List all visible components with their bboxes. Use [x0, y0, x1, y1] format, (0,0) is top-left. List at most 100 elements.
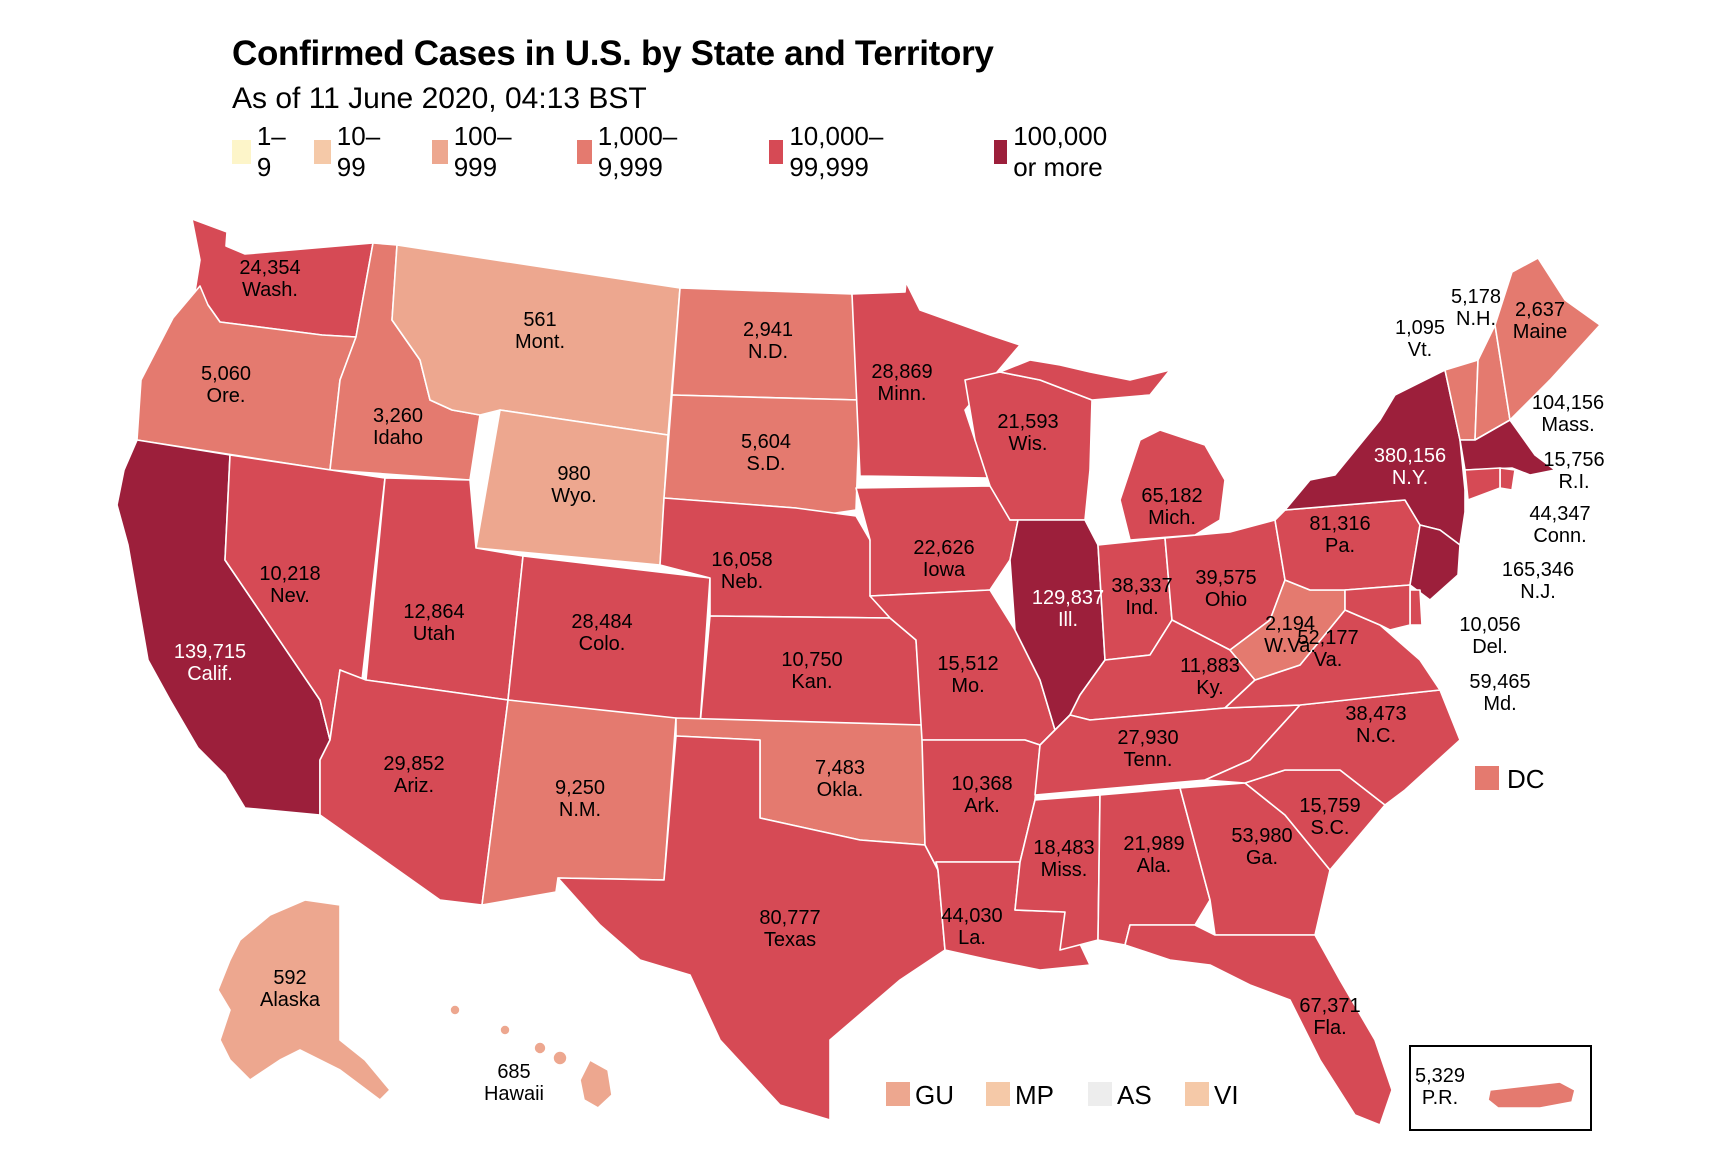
state-abbr-nd: N.D.: [748, 341, 788, 363]
legend-swatch: [577, 140, 592, 164]
state-abbr-pr: P.R.: [1422, 1087, 1458, 1109]
legend-label: 10,000–99,999: [789, 121, 884, 182]
state-abbr-hi: Hawaii: [484, 1083, 544, 1105]
state-ak[interactable]: [217, 899, 391, 1101]
state-tx[interactable]: [557, 735, 946, 1121]
state-mi[interactable]: [1119, 429, 1226, 541]
state-abbr-ri: R.I.: [1558, 471, 1589, 493]
state-md[interactable]: [1344, 584, 1411, 631]
state-value-ia: 22,626: [913, 537, 974, 559]
state-abbr-vt: Vt.: [1408, 339, 1432, 361]
state-value-nh: 5,178: [1451, 286, 1501, 308]
legend-label: 10–99: [336, 121, 381, 182]
state-abbr-ks: Kan.: [791, 671, 832, 693]
state-abbr-il: Ill.: [1058, 609, 1078, 631]
state-abbr-nv: Nev.: [270, 585, 310, 607]
legend-item-1-9: 1–9: [232, 121, 291, 182]
state-abbr-ky: Ky.: [1196, 677, 1223, 699]
state-abbr-ny: N.Y.: [1392, 467, 1428, 489]
state-value-mn: 28,869: [871, 361, 932, 383]
state-hi-island[interactable]: [499, 1024, 511, 1036]
state-abbr-ma: Mass.: [1541, 414, 1594, 436]
state-value-oh: 39,575: [1195, 567, 1256, 589]
state-value-il: 129,837: [1032, 587, 1104, 609]
state-abbr-mi: Mich.: [1148, 507, 1196, 529]
legend-item-100-999: 100–999: [432, 121, 520, 182]
state-mi-upper[interactable]: [999, 359, 1171, 401]
territory-swatch-vi: [1185, 1082, 1209, 1106]
state-abbr-la: La.: [958, 927, 986, 949]
legend-item-10-99: 10–99: [314, 121, 387, 182]
state-value-de: 10,056: [1459, 614, 1520, 636]
state-abbr-az: Ariz.: [394, 775, 434, 797]
state-value-vt: 1,095: [1395, 317, 1445, 339]
state-value-mt: 561: [523, 309, 556, 331]
map-title: Confirmed Cases in U.S. by State and Ter…: [232, 34, 994, 73]
state-abbr-nh: N.H.: [1456, 308, 1496, 330]
state-value-ky: 11,883: [1180, 655, 1240, 677]
state-abbr-de: Del.: [1472, 636, 1508, 658]
state-hi-island[interactable]: [449, 1004, 461, 1016]
state-abbr-nc: N.C.: [1356, 725, 1396, 747]
state-fl[interactable]: [1124, 924, 1393, 1126]
state-hi-island[interactable]: [533, 1041, 547, 1055]
legend-label: 1–9: [256, 121, 286, 182]
state-value-wa: 24,354: [239, 257, 300, 279]
state-value-az: 29,852: [383, 753, 444, 775]
state-abbr-wi: Wis.: [1009, 433, 1048, 455]
state-mn[interactable]: [851, 281, 1021, 479]
state-value-md: 59,465: [1469, 671, 1530, 693]
state-abbr-ct: Conn.: [1533, 525, 1586, 547]
dc-label: DC: [1507, 764, 1545, 794]
state-me[interactable]: [1494, 257, 1601, 421]
state-value-mi: 65,182: [1141, 485, 1202, 507]
state-value-tx: 80,777: [759, 907, 820, 929]
state-abbr-id: Idaho: [373, 427, 423, 449]
state-abbr-tn: Tenn.: [1124, 749, 1173, 771]
state-value-pr: 5,329: [1415, 1065, 1465, 1087]
territory-label-as: AS: [1117, 1080, 1152, 1110]
state-value-wi: 21,593: [997, 411, 1058, 433]
state-value-ar: 10,368: [951, 773, 1012, 795]
state-abbr-sc: S.C.: [1311, 817, 1350, 839]
state-abbr-ut: Utah: [413, 623, 455, 645]
legend-swatch: [314, 140, 331, 164]
state-abbr-ok: Okla.: [817, 779, 864, 801]
state-abbr-mo: Mo.: [951, 675, 984, 697]
state-abbr-al: Ala.: [1137, 855, 1171, 877]
state-value-ny: 380,156: [1374, 445, 1446, 467]
state-value-sc: 15,759: [1299, 795, 1360, 817]
legend-swatch: [994, 140, 1008, 164]
state-value-pa: 81,316: [1309, 513, 1370, 535]
state-de[interactable]: [1409, 589, 1423, 626]
state-abbr-mn: Minn.: [878, 383, 927, 405]
state-abbr-nm: N.M.: [559, 799, 601, 821]
state-value-ga: 53,980: [1231, 825, 1292, 847]
state-value-ms: 18,483: [1033, 837, 1094, 859]
state-hi[interactable]: [579, 1059, 613, 1109]
state-pr[interactable]: [1487, 1081, 1576, 1109]
state-value-sd: 5,604: [741, 431, 791, 453]
legend-swatch: [769, 140, 784, 164]
state-ct[interactable]: [1464, 467, 1501, 501]
state-value-ca: 139,715: [174, 641, 246, 663]
state-ri[interactable]: [1499, 467, 1516, 491]
state-abbr-va: Va.: [1314, 649, 1343, 671]
state-value-la: 44,030: [941, 905, 1002, 927]
state-abbr-ga: Ga.: [1246, 847, 1278, 869]
state-hi-island[interactable]: [552, 1050, 568, 1066]
state-abbr-oh: Ohio: [1205, 589, 1247, 611]
legend-label: 100–999: [453, 121, 512, 182]
state-value-nv: 10,218: [259, 563, 320, 585]
state-value-ne: 16,058: [711, 549, 772, 571]
state-abbr-me: Maine: [1513, 321, 1567, 343]
legend-swatch: [432, 140, 448, 164]
state-abbr-nj: N.J.: [1520, 581, 1556, 603]
map-subtitle: As of 11 June 2020, 04:13 BST: [232, 82, 647, 115]
state-value-mo: 15,512: [937, 653, 998, 675]
state-abbr-or: Ore.: [207, 385, 246, 407]
state-value-ct: 44,347: [1529, 503, 1590, 525]
territory-swatch-as: [1088, 1082, 1112, 1106]
state-abbr-ca: Calif.: [187, 663, 233, 685]
